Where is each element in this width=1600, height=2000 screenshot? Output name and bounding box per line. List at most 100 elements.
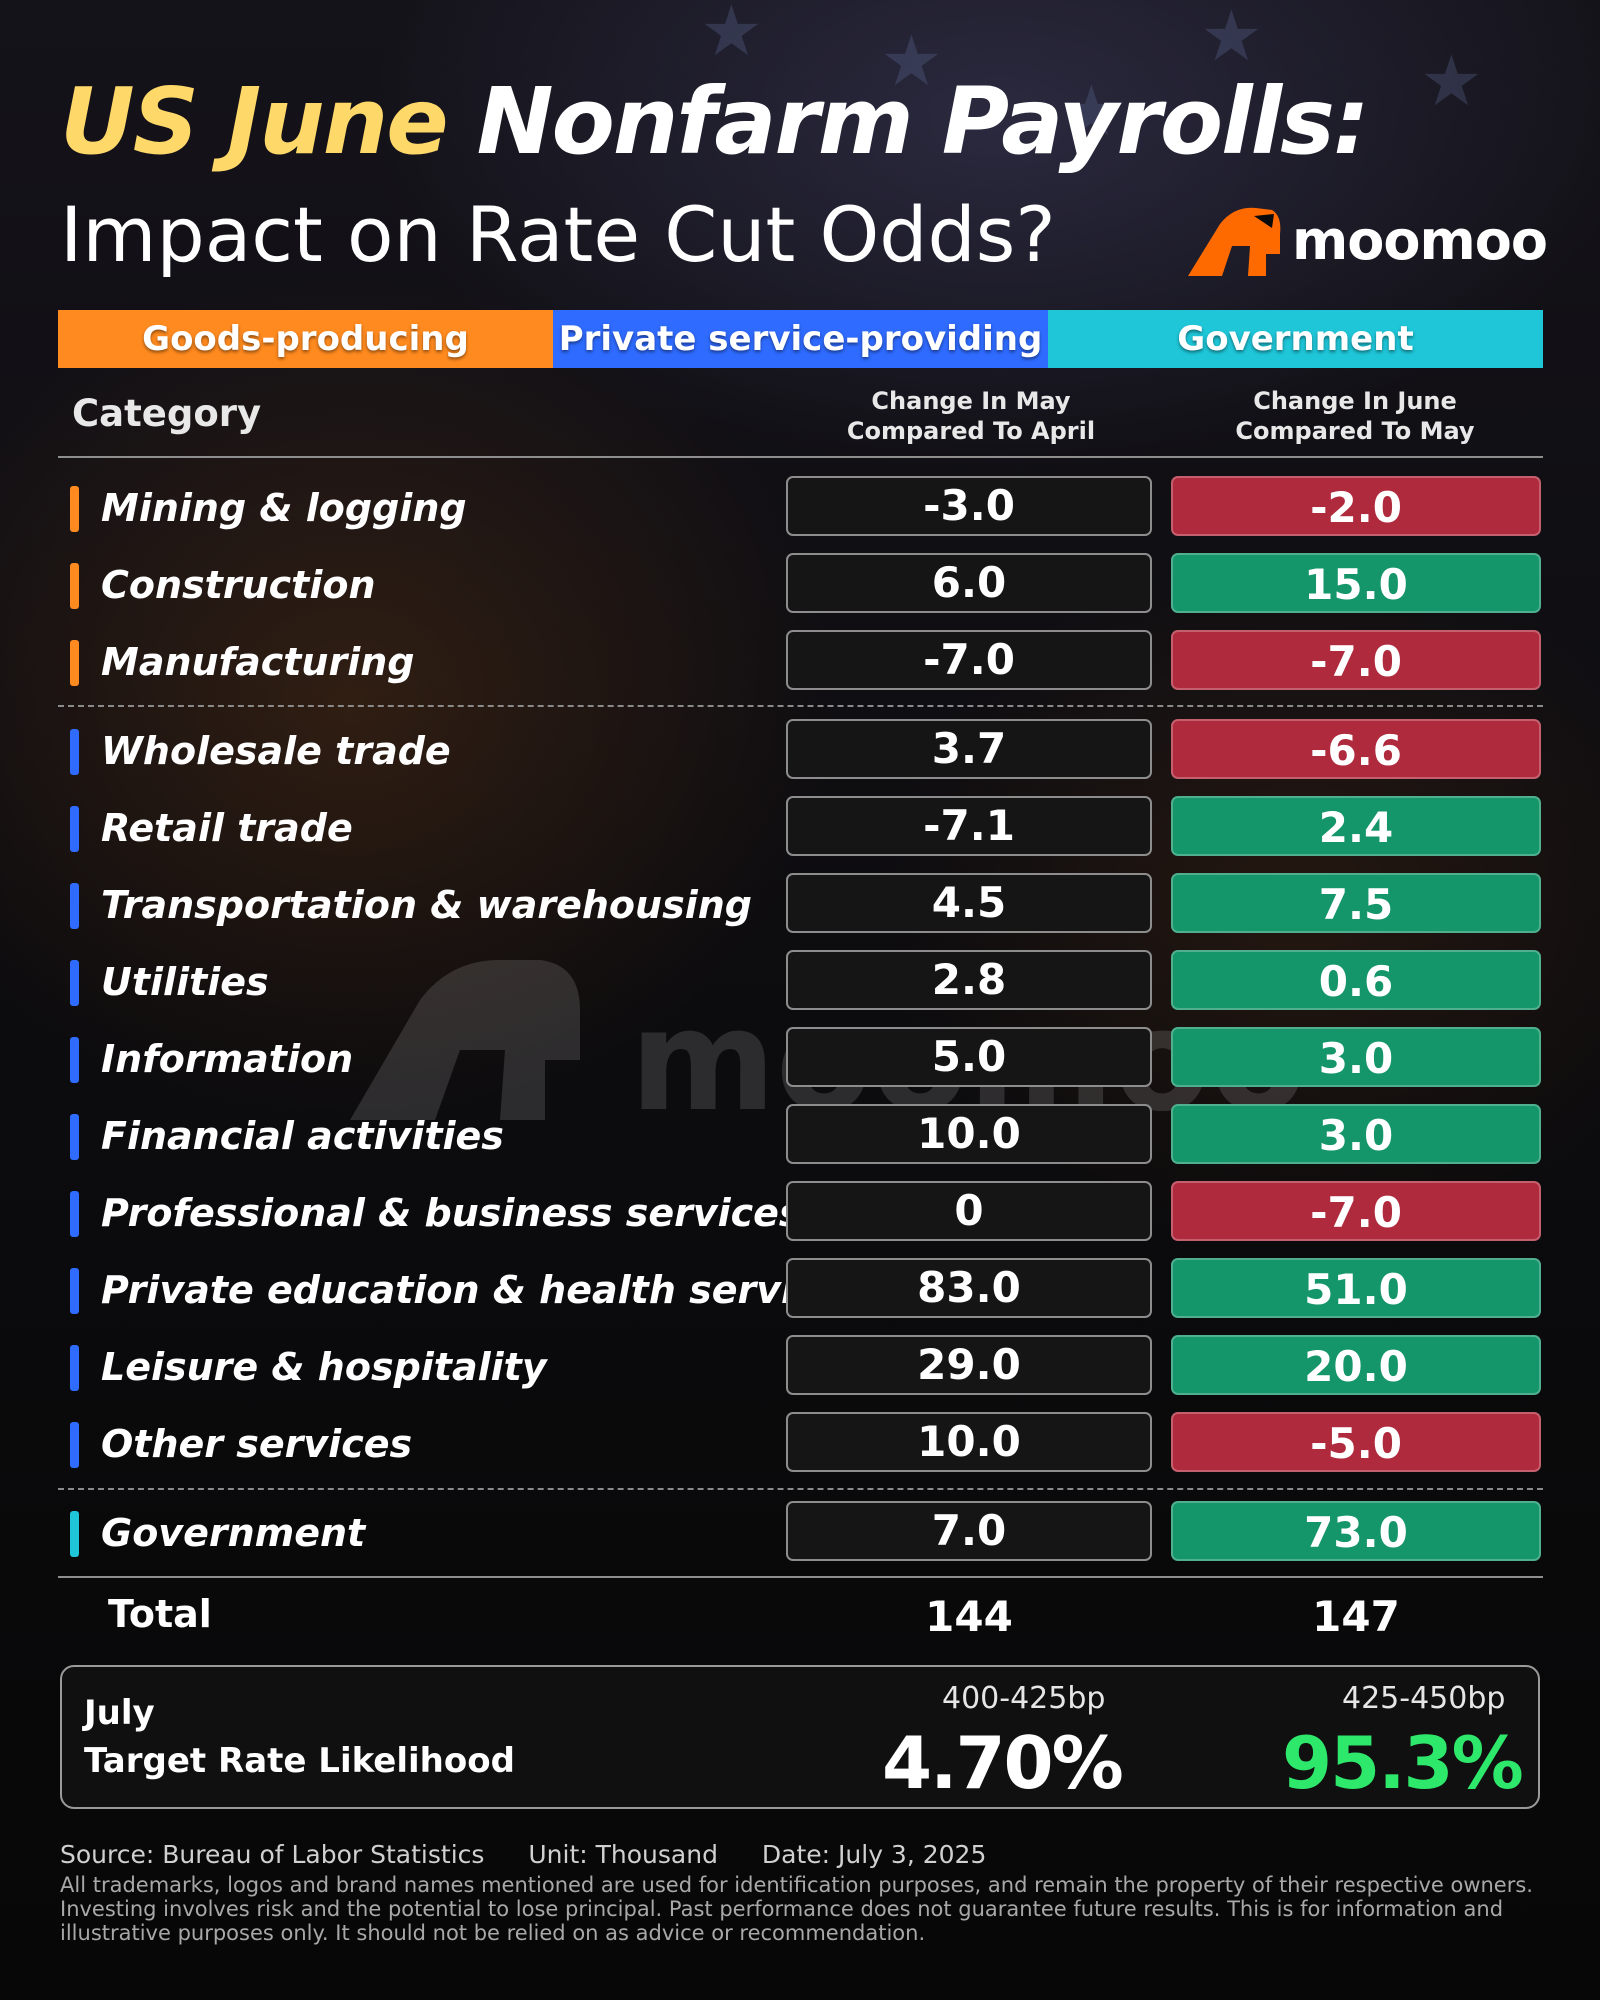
may-value: 5.0	[786, 1027, 1152, 1087]
table-row: Utilities 2.8 0.6	[0, 950, 1600, 1014]
june-value: 20.0	[1171, 1335, 1541, 1395]
may-header-line1: Change In May	[871, 387, 1071, 415]
row-category: Construction	[101, 563, 376, 607]
rate-range-low: 400-425bp	[942, 1681, 1106, 1716]
june-value: 3.0	[1171, 1027, 1541, 1087]
may-value: 0	[786, 1181, 1152, 1241]
group-marker	[70, 1345, 79, 1391]
may-value: 2.8	[786, 950, 1152, 1010]
table-row: Private education & health services 83.0…	[0, 1258, 1600, 1322]
june-value: 3.0	[1171, 1104, 1541, 1164]
title-rest: Nonfarm Payrolls:	[446, 68, 1370, 175]
june-value: 51.0	[1171, 1258, 1541, 1318]
may-value: 10.0	[786, 1104, 1152, 1164]
june-value: -7.0	[1171, 630, 1541, 690]
table-row: Leisure & hospitality 29.0 20.0	[0, 1335, 1600, 1399]
date-text: Date: July 3, 2025	[761, 1840, 987, 1869]
bull-icon	[1188, 207, 1281, 276]
may-value: 83.0	[786, 1258, 1152, 1318]
rate-probability-low: 4.70%	[882, 1721, 1124, 1805]
total-divider	[58, 1576, 1543, 1578]
may-value: 29.0	[786, 1335, 1152, 1395]
june-value: -7.0	[1171, 1181, 1541, 1241]
row-category: Leisure & hospitality	[101, 1345, 547, 1389]
table-row: Government 7.0 73.0	[0, 1501, 1600, 1565]
table-row: Transportation & warehousing 4.5 7.5	[0, 873, 1600, 937]
may-column-header: Change In May Compared To April	[786, 386, 1156, 446]
row-category: Utilities	[101, 960, 269, 1004]
may-value: 6.0	[786, 553, 1152, 613]
rate-probability-high: 95.3%	[1282, 1721, 1524, 1805]
row-category: Mining & logging	[101, 486, 467, 530]
june-value: -5.0	[1171, 1412, 1541, 1472]
june-value: 2.4	[1171, 796, 1541, 856]
june-value: 15.0	[1171, 553, 1541, 613]
legend-government: Government	[1048, 310, 1543, 368]
brand-name: moomoo	[1292, 208, 1548, 272]
row-category: Private education & health services	[101, 1268, 865, 1312]
title-highlight: US June	[60, 68, 449, 175]
group-legend: Goods-producing Private service-providin…	[58, 310, 1543, 368]
group-marker	[70, 729, 79, 775]
table-row: Manufacturing -7.0 -7.0	[0, 630, 1600, 694]
june-value: -6.6	[1171, 719, 1541, 779]
group-marker	[70, 806, 79, 852]
rate-month: July	[84, 1693, 155, 1733]
page-subtitle: Impact on Rate Cut Odds?	[60, 190, 1056, 279]
source-line: Source: Bureau of Labor Statistics Unit:…	[60, 1840, 1022, 1869]
legend-goods-producing: Goods-producing	[58, 310, 553, 368]
june-value: 73.0	[1171, 1501, 1541, 1561]
table-row: Professional & business services 0 -7.0	[0, 1181, 1600, 1245]
row-category: Professional & business services	[101, 1191, 802, 1235]
header-divider	[58, 456, 1543, 458]
group-marker	[70, 1191, 79, 1237]
group-marker	[70, 1511, 79, 1557]
category-header: Category	[72, 392, 262, 435]
june-value: 7.5	[1171, 873, 1541, 933]
group-marker	[70, 1037, 79, 1083]
disclaimer: All trademarks, logos and brand names me…	[60, 1873, 1533, 1945]
table-row: Retail trade -7.1 2.4	[0, 796, 1600, 860]
may-value: 3.7	[786, 719, 1152, 779]
may-value: 7.0	[786, 1501, 1152, 1561]
row-category: Government	[101, 1511, 366, 1555]
row-category: Transportation & warehousing	[101, 883, 752, 927]
group-divider	[58, 1488, 1543, 1490]
may-value: 4.5	[786, 873, 1152, 933]
brand-logo: moomoo	[1184, 202, 1548, 278]
may-header-line2: Compared To April	[846, 417, 1096, 445]
target-rate-box: July Target Rate Likelihood 400-425bp 4.…	[60, 1665, 1540, 1809]
source-text: Source: Bureau of Labor Statistics	[60, 1840, 485, 1869]
row-category: Manufacturing	[101, 640, 415, 684]
table-row: Financial activities 10.0 3.0	[0, 1104, 1600, 1168]
page-title: US June Nonfarm Payrolls:	[60, 68, 1370, 175]
rate-title: Target Rate Likelihood	[84, 1741, 515, 1781]
june-column-header: Change In June Compared To May	[1170, 386, 1540, 446]
unit-text: Unit: Thousand	[528, 1840, 718, 1869]
total-may-value: 144	[925, 1592, 1013, 1641]
row-category: Information	[101, 1037, 354, 1081]
group-marker	[70, 640, 79, 686]
group-divider	[58, 705, 1543, 707]
group-marker	[70, 1268, 79, 1314]
june-value: -2.0	[1171, 476, 1541, 536]
group-marker	[70, 486, 79, 532]
may-value: 10.0	[786, 1412, 1152, 1472]
row-category: Retail trade	[101, 806, 353, 850]
group-marker	[70, 960, 79, 1006]
june-value: 0.6	[1171, 950, 1541, 1010]
group-marker	[70, 1114, 79, 1160]
table-row: Information 5.0 3.0	[0, 1027, 1600, 1091]
legend-private-service: Private service-providing	[553, 310, 1048, 368]
june-header-line1: Change In June	[1253, 387, 1457, 415]
table-row: Mining & logging -3.0 -2.0	[0, 476, 1600, 540]
table-row: Wholesale trade 3.7 -6.6	[0, 719, 1600, 783]
rate-range-high: 425-450bp	[1342, 1681, 1506, 1716]
row-category: Wholesale trade	[101, 729, 451, 773]
total-label: Total	[108, 1592, 212, 1636]
row-category: Financial activities	[101, 1114, 504, 1158]
table-row: Construction 6.0 15.0	[0, 553, 1600, 617]
may-value: -3.0	[786, 476, 1152, 536]
row-category: Other services	[101, 1422, 413, 1466]
may-value: -7.0	[786, 630, 1152, 690]
